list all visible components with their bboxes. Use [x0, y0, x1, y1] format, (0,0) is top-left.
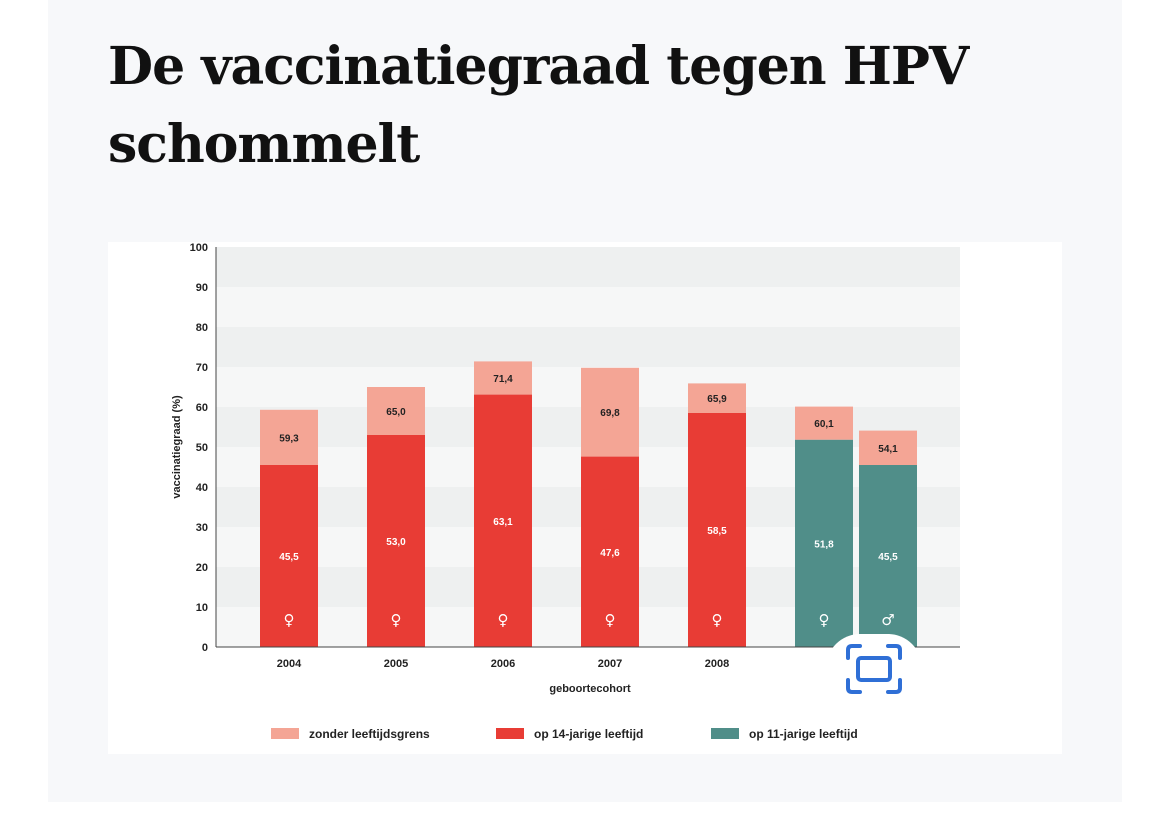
data-label-base: 53,0 — [386, 537, 406, 548]
sex-symbol: ♀ — [391, 611, 402, 629]
bar-segment-base — [581, 456, 639, 647]
y-tick-label: 60 — [196, 402, 208, 414]
data-label-total: 65,0 — [386, 407, 406, 418]
bar-segment-base — [795, 439, 853, 647]
y-tick-label: 70 — [196, 362, 208, 374]
y-axis-label: vaccinatiegraad (%) — [171, 395, 183, 499]
data-label-total: 59,3 — [279, 433, 299, 444]
y-tick-label: 10 — [196, 602, 208, 614]
grid-band — [216, 327, 960, 367]
legend-label: zonder leeftijdsgrens — [309, 727, 430, 741]
legend-swatch — [496, 728, 524, 739]
bar-segment-zonder — [581, 367, 639, 457]
data-label-total: 65,9 — [707, 394, 727, 405]
bar-segment-base — [367, 435, 425, 647]
x-tick-label: 2006 — [491, 658, 515, 670]
y-tick-label: 0 — [202, 642, 208, 654]
legend-swatch — [271, 728, 299, 739]
sex-symbol: ♀ — [605, 611, 616, 629]
scan-frame-icon — [846, 644, 902, 694]
x-axis-label: geboortecohort — [549, 683, 631, 695]
data-label-base: 63,1 — [493, 517, 513, 528]
legend-swatch — [711, 728, 739, 739]
data-label-total: 71,4 — [493, 374, 513, 385]
bar-segment-base — [474, 394, 532, 647]
data-label-base: 58,5 — [707, 526, 727, 537]
sex-symbol: ♀ — [284, 611, 295, 629]
data-label-total: 69,8 — [600, 408, 620, 419]
data-label-base: 51,8 — [814, 539, 834, 550]
sex-symbol: ♀ — [819, 611, 830, 629]
y-tick-label: 100 — [190, 242, 208, 254]
y-tick-label: 90 — [196, 282, 208, 294]
grid-band — [216, 247, 960, 287]
data-label-base: 47,6 — [600, 548, 620, 559]
bar-segment-zonder — [688, 383, 746, 413]
chart-container: 0 10 20 30 40 50 60 70 80 90 100 vaccinatiegraad (%… — [108, 242, 1062, 754]
legend-label: op 14-jarige leeftijd — [534, 727, 643, 741]
y-tick-label: 80 — [196, 322, 208, 334]
sex-symbol: ♂ — [881, 611, 894, 629]
x-tick-label: 2007 — [598, 658, 622, 670]
y-tick-label: 20 — [196, 562, 208, 574]
grid-band — [216, 287, 960, 327]
scan-button[interactable] — [826, 634, 922, 700]
page-title: De vaccinatiegraad tegen HPV schommelt — [108, 36, 969, 175]
sex-symbol: ♀ — [498, 611, 509, 629]
data-label-total: 54,1 — [878, 444, 898, 455]
bar-segment-zonder — [367, 387, 425, 435]
bar-chart: 0 10 20 30 40 50 60 70 80 90 100 vaccinatiegraad (%… — [171, 242, 960, 741]
x-tick-label: 2008 — [705, 658, 729, 670]
y-tick-label: 50 — [196, 442, 208, 454]
data-label-base: 45,5 — [279, 552, 299, 563]
sex-symbol: ♀ — [712, 611, 723, 629]
x-tick-label: 2005 — [384, 658, 408, 670]
bar-segment-zonder — [859, 430, 917, 465]
y-tick-label: 40 — [196, 482, 208, 494]
legend-label: op 11-jarige leeftijd — [749, 727, 858, 741]
data-label-base: 45,5 — [878, 552, 898, 563]
bar-segment-zonder — [474, 361, 532, 395]
bar-segment-base — [859, 465, 917, 647]
x-tick-label: 2004 — [277, 658, 302, 670]
data-label-total: 60,1 — [814, 419, 834, 430]
bar-segment-base — [688, 413, 746, 647]
bar-segment-zonder — [260, 409, 318, 465]
y-tick-label: 30 — [196, 522, 208, 534]
bar-segment-base — [260, 465, 318, 647]
bar-segment-zonder — [795, 406, 853, 440]
